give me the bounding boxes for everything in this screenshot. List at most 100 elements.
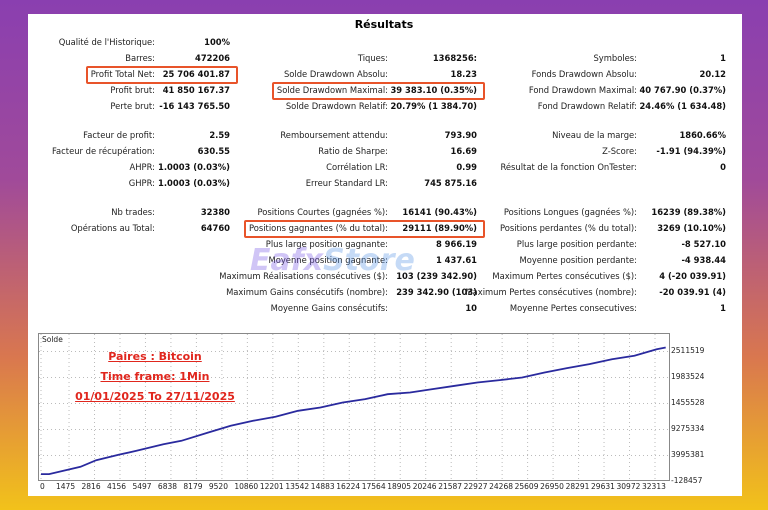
stat-value: 16239 (89.38%) xyxy=(651,207,726,217)
stat-value: -20 039.91 (4) xyxy=(659,287,726,297)
stat-label: Profit brut: xyxy=(110,85,155,95)
stat-label: Maximum Pertes consécutives ($): xyxy=(492,271,637,281)
stat-label: Maximum Pertes consécutives (nombre): xyxy=(465,287,637,297)
stat-value: 40 767.90 (0.37%) xyxy=(639,85,726,95)
stat-value: 16.69 xyxy=(450,146,478,156)
stat-label: Solde Drawdown Relatif: xyxy=(285,101,388,111)
stat-value: 10 xyxy=(465,303,477,313)
stat-label: Maximum Gains consécutifs (nombre): xyxy=(226,287,388,297)
stat-value: 20.79% (1 384.70) xyxy=(390,101,477,111)
stat-value: 103 (239 342.90) xyxy=(396,271,477,281)
x-tick-label: 8179 xyxy=(183,482,203,491)
stat-label: GHPR: xyxy=(128,178,155,188)
stat-label: Fond Drawdown Maximal: xyxy=(528,85,637,95)
stat-value: 3269 (10.10%) xyxy=(657,223,726,233)
stat-label: Solde Drawdown Maximal: xyxy=(276,85,388,95)
stat-label: Positions Courtes (gagnées %): xyxy=(257,207,388,217)
y-tick-label: 1983524 xyxy=(671,371,705,381)
stat-label: Tiques: xyxy=(357,53,388,63)
x-tick-label: 5497 xyxy=(132,482,152,491)
annotation-pair: Paires : Bitcoin xyxy=(108,350,202,363)
stat-label: Barres: xyxy=(125,53,155,63)
highlight-box xyxy=(244,220,485,238)
balance-chart xyxy=(38,333,670,481)
x-tick-label: 0 xyxy=(40,482,45,491)
stat-label: Perte brut: xyxy=(110,101,155,111)
stat-label: Plus large position gagnante: xyxy=(265,239,388,249)
stat-value: 1.0003 (0.03%) xyxy=(158,162,230,172)
stat-label: Positions gagnantes (% du total): xyxy=(248,223,388,233)
stat-value: -8 527.10 xyxy=(681,239,726,249)
stat-label: Nb trades: xyxy=(111,207,155,217)
stat-label: Remboursement attendu: xyxy=(280,130,388,140)
stat-value: 1.0003 (0.03%) xyxy=(158,178,230,188)
chart-plot xyxy=(39,334,669,480)
highlight-box xyxy=(272,82,485,100)
stat-value: -16 143 765.50 xyxy=(159,101,230,111)
watermark-logo: EafxStore xyxy=(250,243,415,278)
x-tick-label: 26950 xyxy=(540,482,564,491)
stat-label: Résultat de la fonction OnTester: xyxy=(500,162,637,172)
balance-line xyxy=(41,346,666,476)
stat-label: Solde Drawdown Absolu: xyxy=(283,69,388,79)
stat-label: Moyenne position gagnante: xyxy=(268,255,389,265)
y-tick-label: 3995381 xyxy=(671,449,705,459)
stat-label: Qualité de l'Historique: xyxy=(58,37,155,47)
annotation-timeframe: Time frame: 1Min xyxy=(100,370,210,383)
x-tick-label: 4156 xyxy=(106,482,127,491)
x-tick-label: 32313 xyxy=(642,482,666,491)
stat-label: Ratio de Sharpe: xyxy=(318,146,388,156)
stat-value: 32380 xyxy=(200,207,230,217)
stat-value: 100% xyxy=(204,37,230,47)
x-tick-label: 21587 xyxy=(438,482,463,491)
stat-label: Moyenne Gains consécutifs: xyxy=(270,303,388,313)
x-tick-label: 1475 xyxy=(56,482,76,491)
stat-label: Opérations au Total: xyxy=(70,223,155,233)
y-tick-label: -128457 xyxy=(671,475,703,485)
stat-label: Profit Total Net: xyxy=(90,69,155,79)
stat-value: 4 (-20 039.91) xyxy=(659,271,726,281)
x-tick-label: 14883 xyxy=(310,482,335,491)
x-tick-label: 20246 xyxy=(412,482,437,491)
stat-label: Symboles: xyxy=(593,53,637,63)
stat-value: 1 xyxy=(720,53,726,63)
stat-label: Erreur Standard LR: xyxy=(305,178,388,188)
x-tick-label: 28291 xyxy=(565,482,590,491)
stat-value: -4 938.44 xyxy=(681,255,726,265)
stat-value: 24.46% (1 634.48) xyxy=(639,101,726,111)
x-tick-label: 24268 xyxy=(489,482,513,491)
stat-label: Facteur de profit: xyxy=(83,130,155,140)
x-tick-label: 12201 xyxy=(259,482,284,491)
stat-value: 793.90 xyxy=(444,130,477,140)
stat-value: 745 875.16 xyxy=(424,178,477,188)
stat-label: Positions perdantes (% du total): xyxy=(499,223,637,233)
stat-value: 0.99 xyxy=(456,162,477,172)
stat-label: Plus large position perdante: xyxy=(516,239,637,249)
x-tick-label: 13542 xyxy=(285,482,310,491)
x-tick-label: 9520 xyxy=(208,482,228,491)
x-tick-label: 16224 xyxy=(336,482,361,491)
stat-value: 472206 xyxy=(195,53,230,63)
stat-label: Facteur de récupération: xyxy=(52,146,155,156)
x-tick-label: 25609 xyxy=(514,482,539,491)
x-tick-label: 29631 xyxy=(591,482,615,491)
stat-value: 1 437.61 xyxy=(435,255,477,265)
x-tick-label: 2816 xyxy=(81,482,101,491)
stat-label: Niveau de la marge: xyxy=(552,130,637,140)
stat-value: 239 342.90 (103) xyxy=(396,287,477,297)
annotation-period: 01/01/2025 To 27/11/2025 xyxy=(75,390,235,403)
stat-value: 18.23 xyxy=(450,69,478,79)
stat-value: 41 850 167.37 xyxy=(162,85,230,95)
x-tick-label: 17564 xyxy=(361,482,386,491)
stat-value: 630.55 xyxy=(197,146,230,156)
x-tick-label: 30972 xyxy=(616,482,641,491)
stat-label: Z-Score: xyxy=(602,146,637,156)
x-tick-label: 18905 xyxy=(387,482,412,491)
stat-value: 1 xyxy=(720,303,726,313)
stat-label: Fonds Drawdown Absolu: xyxy=(531,69,637,79)
stat-label: Positions Longues (gagnées %): xyxy=(503,207,637,217)
stat-value: 25 706 401.87 xyxy=(162,69,230,79)
x-tick-label: 22927 xyxy=(463,482,488,491)
stat-label: Maximum Réalisations consécutives ($): xyxy=(219,271,388,281)
stat-value: 20.12 xyxy=(699,69,727,79)
